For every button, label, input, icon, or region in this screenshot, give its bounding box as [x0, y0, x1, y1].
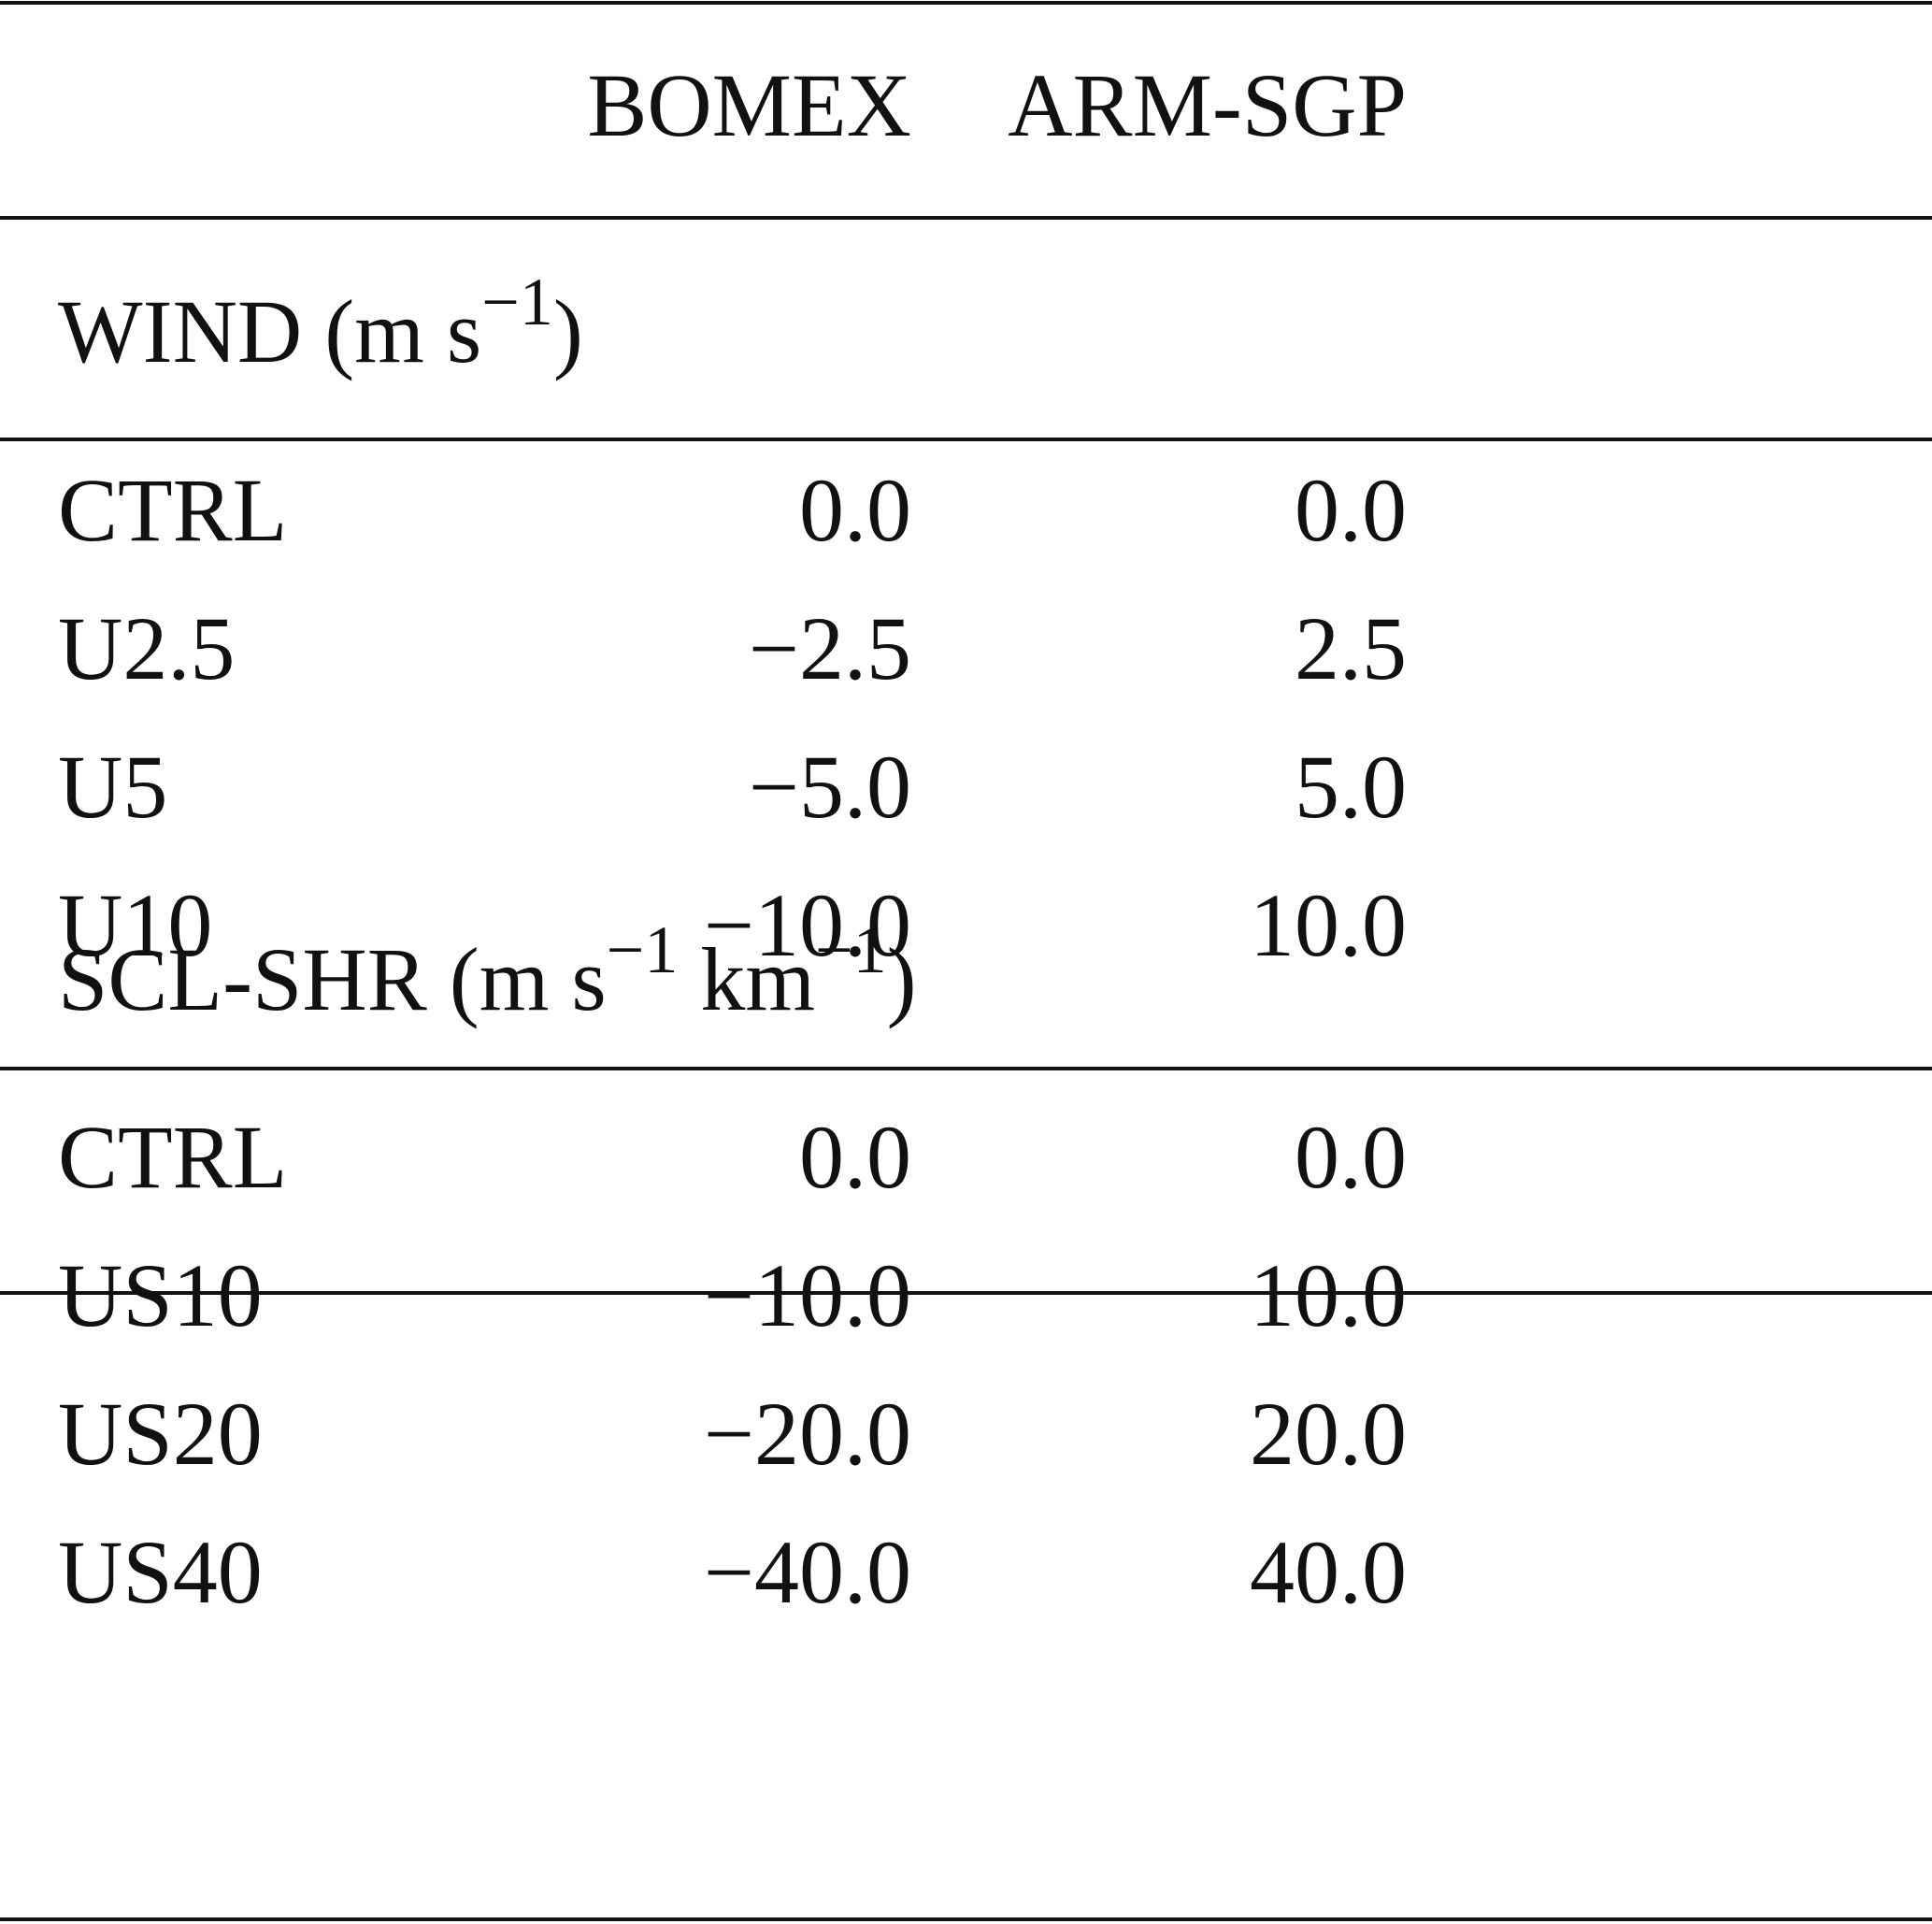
cell-value: 5.0: [1295, 737, 1407, 837]
cell-value: 40.0: [1250, 1522, 1407, 1622]
cell-value: −20.0: [704, 1384, 911, 1484]
cell-value: −5.0: [749, 737, 911, 837]
cell-value: 0.0: [799, 1107, 911, 1207]
superscript: −1: [607, 912, 679, 987]
cell-value: 0.0: [1295, 1107, 1407, 1207]
row-label: CTRL: [58, 1107, 287, 1207]
row-label: CTRL: [58, 460, 287, 560]
row-label: U10: [58, 875, 212, 975]
title-text: WIND (m s: [58, 281, 481, 381]
superscript: −1: [815, 912, 887, 987]
title-text: ): [887, 929, 917, 1029]
row-label: US40: [58, 1522, 263, 1622]
superscript: −1: [481, 265, 553, 339]
cell-value: 0.0: [799, 460, 911, 560]
section-title: WIND (m s−1): [58, 265, 583, 381]
column-header: ARM-SGP: [1008, 55, 1407, 155]
title-text: km: [678, 929, 815, 1029]
title-text: ): [553, 281, 583, 381]
cell-value: 10.0: [1250, 875, 1407, 975]
column-header: BOMEX: [587, 55, 911, 155]
cell-value: −10.0: [704, 875, 911, 975]
cell-value: −10.0: [704, 1245, 911, 1345]
cell-value: −40.0: [704, 1522, 911, 1622]
cell-value: 10.0: [1250, 1245, 1407, 1345]
row-label: U5: [58, 737, 167, 837]
section-title: SCL-SHR (m s−1 km−1): [58, 912, 917, 1029]
title-text: SCL-SHR (m s: [58, 929, 607, 1029]
cell-value: 0.0: [1295, 460, 1407, 560]
cell-value: 2.5: [1295, 598, 1407, 698]
row-label: US20: [58, 1384, 263, 1484]
row-label: US10: [58, 1245, 263, 1345]
row-label: U2.5: [58, 598, 235, 698]
cell-value: −2.5: [749, 598, 911, 698]
cell-value: 20.0: [1250, 1384, 1407, 1484]
